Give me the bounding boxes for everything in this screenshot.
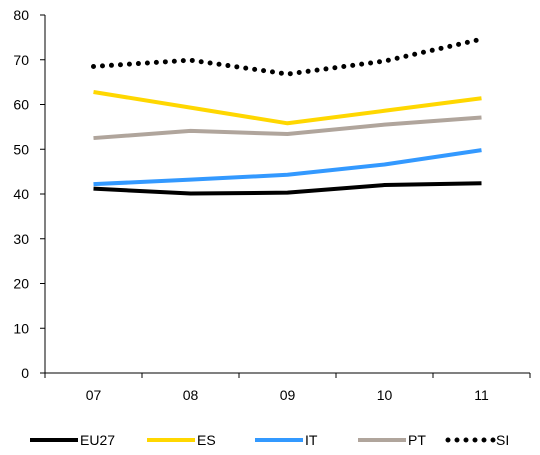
legend-label-eu27: EU27 bbox=[80, 432, 115, 448]
x-tick-label: 10 bbox=[377, 387, 393, 403]
legend-label-si: SI bbox=[496, 432, 509, 448]
legend-label-pt: PT bbox=[408, 432, 426, 448]
series-line-es bbox=[93, 89, 482, 126]
series-line-pt bbox=[93, 115, 482, 141]
y-tick-label: 70 bbox=[13, 52, 29, 68]
series-line-si bbox=[91, 36, 484, 77]
y-tick-label: 50 bbox=[13, 141, 29, 157]
x-tick-label: 07 bbox=[86, 387, 102, 403]
y-tick-label: 60 bbox=[13, 97, 29, 113]
y-tick-label: 40 bbox=[13, 186, 29, 202]
legend-label-es: ES bbox=[197, 432, 216, 448]
y-axis-ticks: 0 10 20 30 40 50 60 70 80 bbox=[13, 7, 45, 381]
legend: EU27 ES IT PT SI bbox=[30, 432, 509, 448]
y-tick-label: 20 bbox=[13, 276, 29, 292]
x-tick-label: 09 bbox=[280, 387, 296, 403]
series-line-it bbox=[93, 148, 482, 187]
legend-label-it: IT bbox=[305, 432, 318, 448]
series-line-eu27 bbox=[93, 181, 482, 196]
y-tick-label: 10 bbox=[13, 320, 29, 336]
y-tick-label: 0 bbox=[21, 365, 29, 381]
x-axis-ticks: 07 08 09 10 11 bbox=[44, 373, 531, 403]
y-tick-label: 30 bbox=[13, 231, 29, 247]
x-tick-label: 11 bbox=[474, 387, 489, 403]
y-tick-label: 80 bbox=[13, 7, 29, 23]
x-tick-label: 08 bbox=[183, 387, 199, 403]
series-layer bbox=[91, 36, 484, 196]
